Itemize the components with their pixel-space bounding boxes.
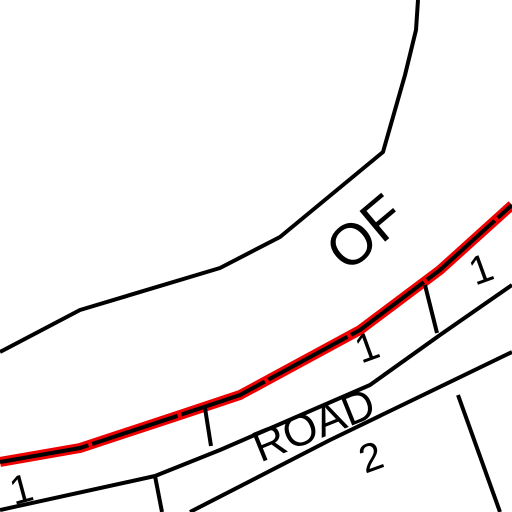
lot-line: [456, 394, 502, 512]
road-edge: [0, 283, 512, 512]
boundary: [0, 0, 420, 354]
lot-line: [423, 284, 439, 334]
road-edge: [0, 203, 512, 464]
road-edge: [189, 350, 512, 512]
lot-line: [203, 407, 213, 447]
lot-line: [153, 475, 164, 512]
